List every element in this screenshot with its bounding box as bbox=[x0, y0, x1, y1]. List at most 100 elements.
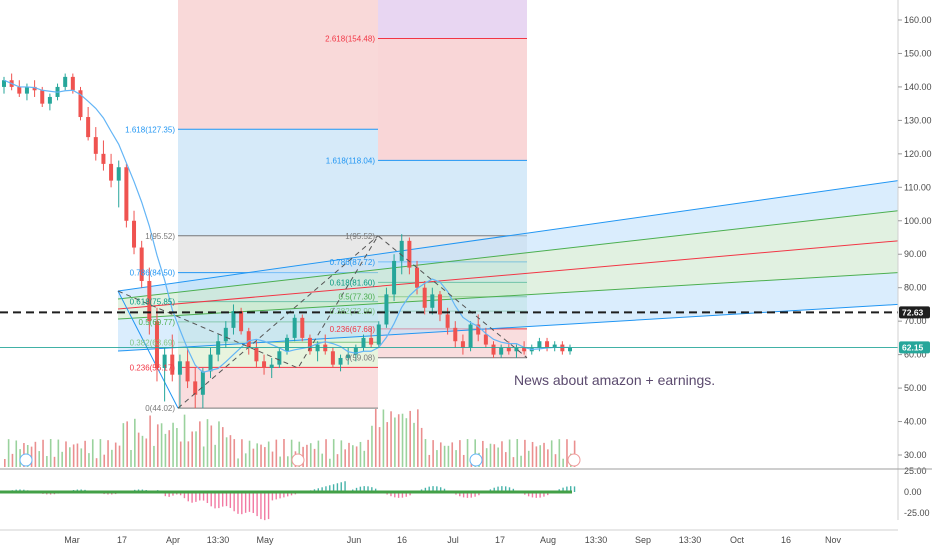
volume-bar bbox=[493, 444, 496, 467]
horizontal-lines bbox=[0, 311, 898, 348]
volume-bar bbox=[340, 440, 343, 467]
indicator-bar bbox=[191, 492, 193, 503]
candle-body bbox=[522, 347, 527, 352]
volume-bar bbox=[187, 441, 190, 467]
candle-body bbox=[369, 337, 374, 345]
volume-bar bbox=[95, 458, 98, 467]
pitchfork-line bbox=[117, 240, 899, 310]
volume-bar bbox=[202, 446, 205, 467]
candle-body bbox=[109, 163, 114, 181]
time-tick-label: 13:30 bbox=[207, 535, 230, 545]
volume-bar bbox=[447, 445, 450, 467]
volume-bar bbox=[172, 422, 174, 467]
candle-body bbox=[40, 90, 45, 104]
indicator-bar bbox=[252, 492, 254, 514]
volume-bar bbox=[84, 440, 86, 467]
indicator-bar bbox=[428, 486, 430, 492]
volume-bar bbox=[210, 425, 213, 467]
indicator-bar bbox=[325, 486, 327, 492]
candle-body bbox=[239, 311, 244, 332]
fib-level-label: 1.618(118.04) bbox=[326, 156, 376, 165]
volume-bar bbox=[122, 423, 125, 467]
volume-bar bbox=[4, 459, 6, 467]
indicator-bar bbox=[543, 492, 545, 497]
fib-zone bbox=[178, 0, 378, 130]
indicator-bar bbox=[504, 486, 507, 492]
candle-body bbox=[300, 317, 305, 338]
news-annotation: News about amazon + earnings. bbox=[514, 372, 715, 388]
time-tick-label: 13:30 bbox=[585, 535, 608, 545]
volume-bar bbox=[336, 454, 339, 467]
candle-body bbox=[208, 354, 213, 372]
indicator-bar bbox=[443, 488, 446, 492]
indicator-bar bbox=[218, 492, 220, 509]
volume-bar bbox=[80, 448, 83, 467]
volume-bar bbox=[504, 452, 507, 467]
indicator-bar bbox=[497, 486, 499, 492]
volume-bar bbox=[137, 432, 140, 467]
candle-body bbox=[353, 347, 358, 355]
volume-bar bbox=[130, 449, 132, 467]
indicator-bar bbox=[436, 486, 438, 492]
price-tick-label: 140.00 bbox=[904, 82, 932, 92]
volume-bar bbox=[15, 440, 18, 467]
volume-bar bbox=[394, 417, 396, 467]
indicator-bar bbox=[527, 492, 530, 497]
volume-bar bbox=[367, 439, 369, 467]
candle-body bbox=[78, 90, 83, 118]
indicator-bar bbox=[199, 492, 201, 501]
indicator-bar bbox=[570, 486, 572, 492]
volume-bar bbox=[7, 439, 10, 467]
volume-bar bbox=[413, 422, 415, 467]
indicator-bar bbox=[264, 492, 266, 521]
volume-bar bbox=[466, 439, 469, 467]
indicator-bar bbox=[195, 492, 197, 502]
fib-zone bbox=[378, 0, 527, 39]
indicator-bar bbox=[321, 487, 323, 492]
volume-bar bbox=[57, 439, 60, 467]
candle-body bbox=[262, 361, 267, 368]
price-axis[interactable]: 160.00 150.00 140.00 130.00 120.00 110.00 100.… bbox=[0, 0, 932, 520]
indicator-bar bbox=[374, 488, 377, 492]
volume-bar bbox=[321, 453, 324, 467]
fib-zone bbox=[378, 160, 527, 236]
volume-bar bbox=[53, 456, 56, 467]
time-tick-label: Aug bbox=[540, 535, 556, 545]
volume-bar bbox=[248, 440, 251, 467]
volume-bar bbox=[244, 453, 247, 467]
fib-level-label: 0.5(69.77) bbox=[139, 318, 176, 327]
indicator-bar bbox=[474, 492, 476, 497]
fib-level-label: 0.786(84.50) bbox=[130, 269, 176, 278]
indicator-bar bbox=[172, 492, 174, 496]
price-tick-label: 110.00 bbox=[904, 182, 931, 192]
volume-bar bbox=[462, 454, 465, 467]
candle-body bbox=[147, 281, 152, 322]
volume-bar bbox=[558, 439, 561, 467]
indicator-bar bbox=[210, 492, 212, 507]
candle-body bbox=[506, 347, 511, 352]
volume-bar bbox=[126, 421, 128, 467]
volume-bar bbox=[485, 448, 488, 467]
indicator-bar bbox=[355, 487, 358, 492]
time-tick-label: 17 bbox=[117, 535, 127, 545]
indicator-bar bbox=[390, 492, 392, 497]
time-axis[interactable]: Mar 17 Apr 13:30 May Jun 16 Jul 17 Aug 13:30 Sep 13:… bbox=[0, 529, 898, 545]
candle-body bbox=[346, 354, 351, 358]
volume-bar bbox=[535, 446, 538, 467]
indicator-bar bbox=[439, 487, 442, 492]
candle-body bbox=[63, 76, 68, 87]
volume-bar bbox=[420, 427, 423, 467]
volume-bar bbox=[512, 457, 515, 467]
candle-body bbox=[269, 364, 274, 368]
candle-body bbox=[24, 86, 29, 94]
volume-bar bbox=[371, 425, 373, 467]
volume-bar bbox=[176, 428, 178, 467]
candle-body bbox=[116, 167, 121, 181]
indicator-bar bbox=[493, 487, 495, 492]
indicator-bar bbox=[248, 492, 251, 512]
fib-level-label: 1(95.52) bbox=[145, 232, 175, 241]
volume-bar bbox=[256, 443, 259, 467]
event-markers bbox=[19, 453, 581, 467]
volume-bar bbox=[160, 423, 163, 467]
fib-level-label: 0.236(67.68) bbox=[330, 325, 376, 334]
